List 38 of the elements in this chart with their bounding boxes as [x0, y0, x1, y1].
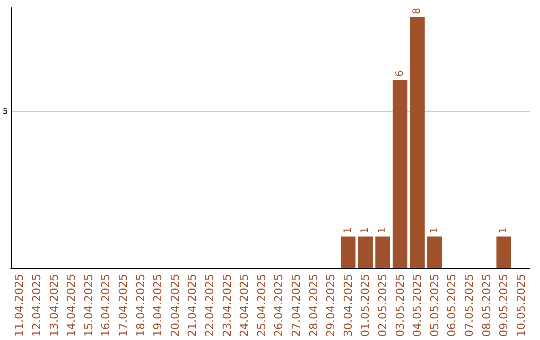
x-tick-label: 02.05.2025 [376, 274, 390, 338]
x-tick-label: 25.04.2025 [255, 274, 268, 338]
x-tick-label: 21.04.2025 [186, 274, 200, 338]
x-tick-label: 19.04.2025 [152, 274, 165, 338]
x-tick-label: 22.04.2025 [204, 274, 217, 338]
x-tick-label: 30.04.2025 [342, 274, 355, 338]
x-tick-label: 29.04.2025 [324, 274, 338, 338]
x-tick-label: 10.05.2025 [514, 274, 528, 338]
x-tick-label: 26.04.2025 [272, 274, 286, 338]
x-tick-label: 27.04.2025 [290, 274, 303, 338]
x-tick-label: 11.04.2025 [13, 274, 26, 338]
data-label: 8 [412, 8, 424, 14]
x-tick-label: 03.05.2025 [394, 274, 407, 338]
x-tick-label: 12.04.2025 [30, 274, 44, 338]
x-tick-label: 18.04.2025 [134, 274, 148, 338]
data-label: 6 [394, 70, 406, 78]
y-tick-label: 5 [2, 106, 8, 116]
x-tick-label: 07.05.2025 [462, 274, 476, 338]
x-tick-label: 01.05.2025 [359, 274, 372, 338]
data-label: 1 [342, 227, 354, 234]
data-label: 1 [429, 227, 440, 234]
x-tick-label: 28.04.2025 [307, 274, 320, 338]
x-tick-label: 04.05.2025 [411, 274, 424, 338]
x-tick-label: 17.04.2025 [117, 274, 130, 338]
x-tick-label: 15.04.2025 [82, 274, 96, 338]
data-label: 1 [377, 227, 388, 234]
data-label: 1 [498, 227, 510, 234]
x-tick-label: 09.05.2025 [498, 274, 511, 338]
x-tick-label: 14.04.2025 [65, 274, 78, 338]
x-tick-label: 16.04.2025 [100, 274, 113, 338]
x-tick-label: 24.04.2025 [238, 274, 252, 338]
x-tick-label: 20.04.2025 [168, 274, 182, 338]
x-tick-label: 05.05.2025 [428, 274, 442, 338]
x-tick-label: 06.05.2025 [446, 274, 459, 338]
x-tick-label: 23.04.2025 [220, 274, 234, 338]
x-tick-label: 13.04.2025 [48, 274, 61, 338]
data-label: 1 [360, 227, 372, 234]
x-tick-label: 08.05.2025 [480, 274, 494, 338]
